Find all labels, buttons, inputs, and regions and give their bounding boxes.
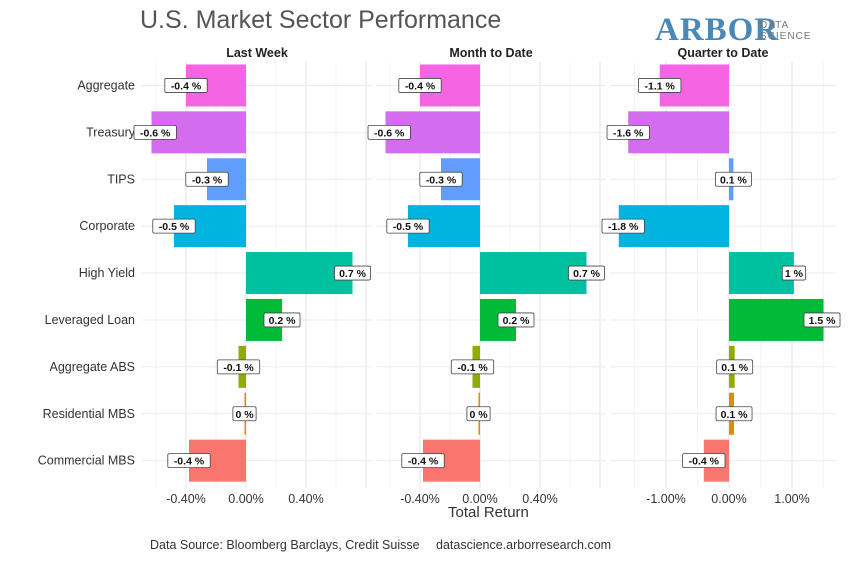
data-label-last-week-leveraged-loan: 0.2 % bbox=[269, 315, 297, 327]
data-label-quarter-to-date-leveraged-loan: 1.5 % bbox=[809, 315, 837, 327]
data-label-box bbox=[401, 453, 445, 469]
category-label-treasury: Treasury bbox=[86, 125, 136, 139]
x-tick-label: 0.00% bbox=[462, 492, 497, 506]
data-label-box bbox=[601, 218, 645, 234]
data-label-box bbox=[716, 359, 754, 375]
data-label-box bbox=[185, 171, 229, 187]
data-label-box bbox=[263, 312, 301, 328]
category-label-corporate: Corporate bbox=[79, 219, 135, 233]
data-label-box bbox=[715, 406, 753, 422]
data-label-box bbox=[450, 359, 495, 375]
category-label-residential-mbs: Residential MBS bbox=[43, 407, 135, 421]
data-label-last-week-commercial-mbs: -0.4 % bbox=[174, 456, 205, 468]
x-tick-label: -0.40% bbox=[166, 492, 206, 506]
data-label-quarter-to-date-commercial-mbs: -0.4 % bbox=[689, 456, 720, 468]
data-label-month-to-date-high-yield: 0.7 % bbox=[573, 268, 601, 280]
x-axis-title: Total Return bbox=[448, 504, 529, 521]
data-label-box bbox=[216, 359, 261, 375]
data-label-box bbox=[367, 124, 411, 140]
data-label-last-week-high-yield: 0.7 % bbox=[339, 268, 367, 280]
category-label-aggregate: Aggregate bbox=[77, 78, 135, 92]
x-tick-label: 1.00% bbox=[774, 492, 809, 506]
x-tick-label: 0.00% bbox=[228, 492, 263, 506]
data-label-month-to-date-aggregate: -0.4 % bbox=[405, 80, 436, 92]
logo-sub-line-2: SCIENCE bbox=[760, 31, 812, 42]
data-source-note: Data Source: Bloomberg Barclays, Credit … bbox=[150, 538, 420, 552]
data-label-month-to-date-leveraged-loan: 0.2 % bbox=[503, 315, 531, 327]
x-tick-label: 0.00% bbox=[711, 492, 746, 506]
logo-sub-line-1: DATA bbox=[760, 20, 790, 31]
data-label-box bbox=[167, 453, 211, 469]
logo-wordmark: ARBOR bbox=[655, 12, 780, 48]
data-label-box bbox=[682, 453, 726, 469]
data-label-box bbox=[781, 265, 806, 281]
chart-title: U.S. Market Sector Performance bbox=[140, 6, 502, 34]
category-label-high-yield: High Yield bbox=[79, 266, 135, 280]
category-label-commercial-mbs: Commercial MBS bbox=[38, 454, 135, 468]
data-label-month-to-date-commercial-mbs: -0.4 % bbox=[408, 456, 439, 468]
arbor-logo: ARBOR DATA SCIENCE bbox=[655, 12, 810, 49]
data-label-box bbox=[638, 78, 682, 93]
data-label-box bbox=[133, 124, 177, 140]
data-label-box bbox=[803, 312, 841, 328]
data-label-month-to-date-corporate: -0.5 % bbox=[393, 221, 424, 233]
data-label-last-week-tips: -0.3 % bbox=[192, 174, 223, 186]
data-label-box bbox=[419, 171, 463, 187]
data-label-quarter-to-date-residential-mbs: 0.1 % bbox=[721, 409, 749, 421]
data-label-box bbox=[164, 78, 208, 93]
data-label-box bbox=[334, 265, 371, 281]
data-label-quarter-to-date-aggregate-abs: 0.1 % bbox=[721, 362, 749, 374]
data-label-month-to-date-tips: -0.3 % bbox=[426, 174, 457, 186]
data-label-box bbox=[466, 406, 491, 422]
data-label-box bbox=[152, 218, 196, 234]
data-label-quarter-to-date-aggregate: -1.1 % bbox=[645, 80, 676, 92]
x-tick-label: -1.00% bbox=[646, 492, 686, 506]
data-label-box bbox=[497, 312, 535, 328]
data-label-quarter-to-date-corporate: -1.8 % bbox=[608, 221, 639, 233]
data-label-last-week-aggregate: -0.4 % bbox=[171, 80, 202, 92]
panel-title-last-week: Last Week bbox=[226, 46, 288, 60]
data-label-month-to-date-treasury: -0.6 % bbox=[374, 127, 405, 139]
data-label-quarter-to-date-treasury: -1.6 % bbox=[613, 127, 644, 139]
data-label-last-week-corporate: -0.5 % bbox=[159, 221, 190, 233]
category-label-tips: TIPS bbox=[107, 172, 135, 186]
data-label-box bbox=[386, 218, 430, 234]
data-label-month-to-date-residential-mbs: 0 % bbox=[469, 409, 488, 421]
data-label-box bbox=[232, 406, 257, 422]
data-label-box bbox=[568, 265, 605, 281]
data-label-month-to-date-aggregate-abs: -0.1 % bbox=[457, 362, 488, 374]
x-tick-label: 0.40% bbox=[522, 492, 557, 506]
data-label-quarter-to-date-high-yield: 1 % bbox=[785, 268, 804, 280]
panel-title-quarter-to-date: Quarter to Date bbox=[678, 46, 769, 60]
logo-subtitle: DATA SCIENCE bbox=[760, 20, 811, 42]
data-label-last-week-aggregate-abs: -0.1 % bbox=[223, 362, 254, 374]
data-label-last-week-residential-mbs: 0 % bbox=[235, 409, 254, 421]
x-tick-label: -0.40% bbox=[400, 492, 440, 506]
category-label-aggregate-abs: Aggregate ABS bbox=[50, 360, 135, 374]
data-label-quarter-to-date-tips: 0.1 % bbox=[720, 174, 748, 186]
data-label-last-week-treasury: -0.6 % bbox=[140, 127, 171, 139]
panel-title-month-to-date: Month to Date bbox=[449, 46, 532, 60]
data-label-box bbox=[398, 78, 442, 93]
x-tick-label: 0.40% bbox=[288, 492, 323, 506]
data-label-box bbox=[606, 124, 650, 140]
data-label-box bbox=[715, 171, 752, 187]
website-url: datascience.arborresearch.com bbox=[436, 538, 612, 552]
category-label-leveraged-loan: Leveraged Loan bbox=[45, 313, 135, 327]
